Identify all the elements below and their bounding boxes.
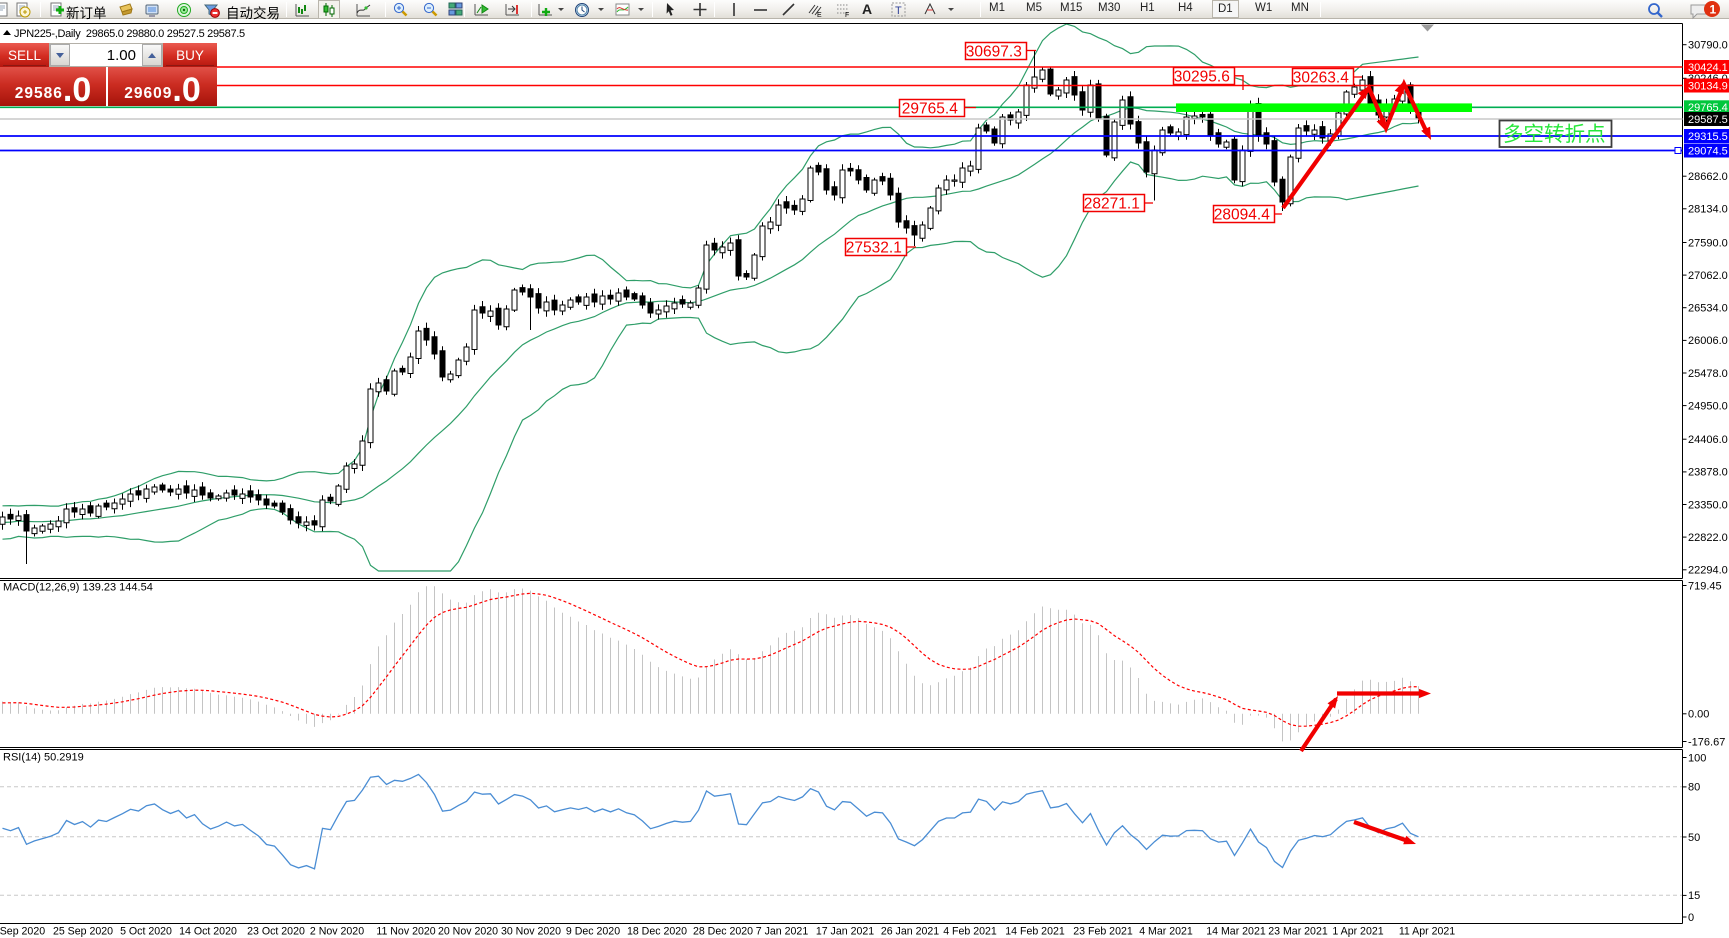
svg-text:17 Jan 2021: 17 Jan 2021 [816,926,874,938]
svg-text:4 Feb 2021: 4 Feb 2021 [943,926,997,938]
svg-text:24950.0: 24950.0 [1688,400,1728,412]
svg-text:719.45: 719.45 [1688,580,1722,592]
svg-text:1: 1 [1710,3,1717,17]
svg-text:E: E [817,12,822,19]
svg-text:24406.0: 24406.0 [1688,434,1728,446]
svg-text:29765.4: 29765.4 [902,101,958,118]
svg-text:25 Sep 2020: 25 Sep 2020 [53,926,113,938]
svg-text:23350.0: 23350.0 [1688,499,1728,511]
svg-text:27062.0: 27062.0 [1688,270,1728,282]
svg-text:50: 50 [1688,832,1700,844]
svg-text:27532.1: 27532.1 [846,240,902,257]
svg-text:28134.0: 28134.0 [1688,204,1728,216]
svg-text:29315.5: 29315.5 [1688,131,1728,143]
svg-text:30790.0: 30790.0 [1688,40,1728,52]
svg-text:23 Feb 2021: 23 Feb 2021 [1073,926,1133,938]
svg-text:29587.5: 29587.5 [1688,114,1728,126]
svg-text:0: 0 [1688,912,1694,924]
svg-text:26534.0: 26534.0 [1688,303,1728,315]
svg-text:5 Oct 2020: 5 Oct 2020 [120,926,172,938]
svg-text:22822.0: 22822.0 [1688,532,1728,544]
svg-text:11 Apr 2021: 11 Apr 2021 [1399,926,1455,938]
svg-text:23 Oct 2020: 23 Oct 2020 [247,926,305,938]
svg-text:30134.9: 30134.9 [1688,80,1728,92]
svg-text:23878.0: 23878.0 [1688,467,1728,479]
svg-text:28 Dec 2020: 28 Dec 2020 [693,926,753,938]
svg-text:25478.0: 25478.0 [1688,368,1728,380]
svg-text:30424.1: 30424.1 [1688,62,1728,74]
svg-text:26006.0: 26006.0 [1688,335,1728,347]
svg-text:18 Dec 2020: 18 Dec 2020 [627,926,687,938]
svg-text:28662.0: 28662.0 [1688,171,1728,183]
svg-text:7 Jan 2021: 7 Jan 2021 [756,926,809,938]
svg-text:28094.4: 28094.4 [1214,207,1270,224]
svg-text:26 Jan 2021: 26 Jan 2021 [881,926,939,938]
svg-text:23 Mar 2021: 23 Mar 2021 [1268,926,1328,938]
svg-text:JPN225-,Daily 29865.0 29880.0: JPN225-,Daily 29865.0 29880.0 29527.5 29… [14,28,245,40]
svg-text:30263.4: 30263.4 [1293,70,1349,87]
svg-text:-176.67: -176.67 [1688,736,1725,748]
svg-text:4 Mar 2021: 4 Mar 2021 [1139,926,1193,938]
svg-text:29074.5: 29074.5 [1688,145,1728,157]
svg-text:30697.3: 30697.3 [966,44,1022,61]
svg-text:1 Apr 2021: 1 Apr 2021 [1332,926,1383,938]
svg-text:0.00: 0.00 [1688,709,1709,721]
svg-text:2 Nov 2020: 2 Nov 2020 [310,926,364,938]
svg-text:MACD(12,26,9) 139.23 144.54: MACD(12,26,9) 139.23 144.54 [3,582,153,594]
svg-text:80: 80 [1688,782,1700,794]
svg-text:29765.4: 29765.4 [1688,102,1728,114]
svg-text:RSI(14) 50.2919: RSI(14) 50.2919 [3,752,84,764]
svg-text:11 Nov 2020: 11 Nov 2020 [376,926,435,938]
svg-text:22294.0: 22294.0 [1688,565,1728,577]
svg-text:多空转折点: 多空转折点 [1503,123,1606,146]
svg-text:15: 15 [1688,890,1700,902]
svg-text:6 Sep 2020: 6 Sep 2020 [0,926,45,938]
svg-text:30295.6: 30295.6 [1174,69,1230,86]
svg-text:100: 100 [1688,752,1706,764]
svg-text:F: F [845,12,849,19]
svg-text:14 Oct 2020: 14 Oct 2020 [179,926,237,938]
svg-text:27590.0: 27590.0 [1688,237,1728,249]
svg-text:9 Dec 2020: 9 Dec 2020 [566,926,620,938]
svg-text:28271.1: 28271.1 [1084,196,1140,213]
svg-text:T: T [895,5,902,17]
svg-text:14 Mar 2021: 14 Mar 2021 [1206,926,1266,938]
svg-text:14 Feb 2021: 14 Feb 2021 [1005,926,1065,938]
svg-text:20 Nov 2020: 20 Nov 2020 [438,926,498,938]
svg-text:30 Nov 2020: 30 Nov 2020 [501,926,561,938]
